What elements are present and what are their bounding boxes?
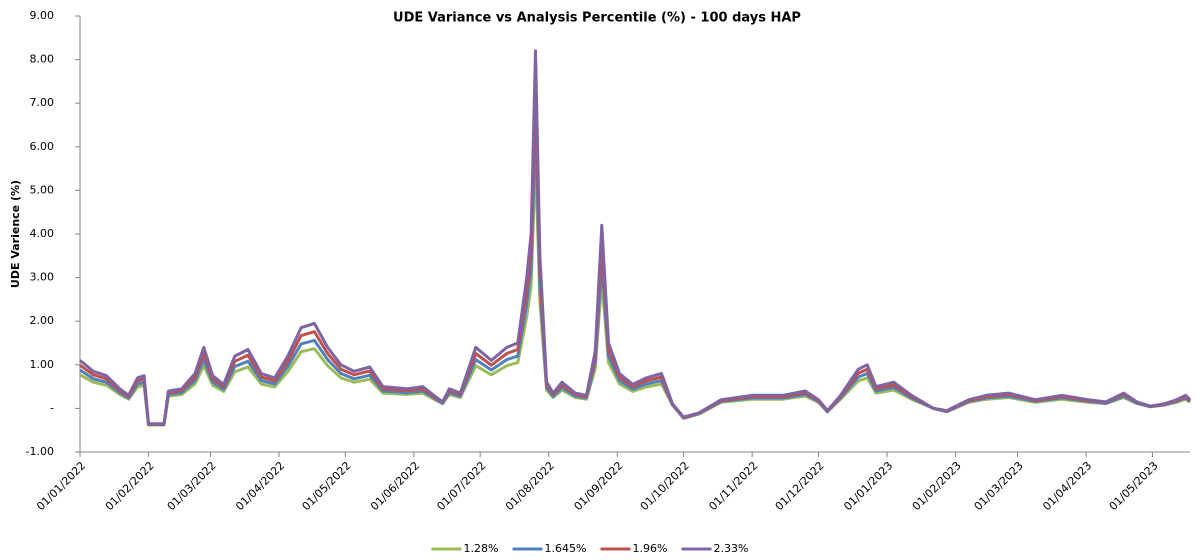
y-tick-label: 4.00 [30, 227, 55, 240]
series-line [79, 120, 1191, 426]
x-tick-label: 01/07/2022 [434, 459, 488, 513]
x-tick-label: 01/03/2023 [972, 459, 1026, 513]
y-tick-label: -1.00 [26, 445, 54, 458]
y-axis-label: UDE Varience (%) [9, 180, 22, 288]
x-tick-label: 01/10/2022 [638, 459, 692, 513]
x-tick-label: 01/06/2022 [368, 459, 422, 513]
x-tick-label: 01/08/2022 [503, 459, 557, 513]
x-tick-label: 01/02/2023 [910, 459, 964, 513]
legend-label: 2.33% [714, 542, 749, 555]
x-tick-label: 01/11/2022 [706, 459, 760, 513]
y-tick-label: 3.00 [30, 271, 55, 284]
series-line [79, 85, 1192, 426]
y-tick-label: 7.00 [30, 96, 55, 109]
x-tick-label: 01/09/2022 [572, 459, 626, 513]
chart-title: UDE Variance vs Analysis Percentile (%) … [393, 11, 801, 26]
y-tick-label: 2.00 [30, 314, 55, 327]
x-tick-label: 01/12/2022 [773, 459, 827, 513]
y-tick-label: - [50, 401, 54, 414]
y-tick-label: 9.00 [30, 9, 55, 22]
x-tick-label: 01/05/2023 [1107, 459, 1161, 513]
x-tick-label: 01/02/2022 [103, 459, 157, 513]
x-tick-label: 01/04/2023 [1040, 459, 1094, 513]
x-tick-label: 01/01/2022 [34, 459, 88, 513]
y-tick-label: 6.00 [30, 140, 55, 153]
y-tick-label: 5.00 [30, 183, 55, 196]
x-tick-label: 01/05/2022 [300, 459, 354, 513]
legend-label: 1.645% [545, 542, 587, 555]
legend-label: 1.96% [633, 542, 668, 555]
series-line [79, 49, 1192, 426]
x-tick-label: 01/04/2022 [233, 459, 287, 513]
y-tick-label: 8.00 [30, 53, 55, 66]
legend-label: 1.28% [464, 542, 499, 555]
y-tick-label: 1.00 [30, 358, 55, 371]
x-tick-label: 01/03/2022 [165, 459, 219, 513]
x-tick-label: 01/01/2023 [841, 459, 895, 513]
